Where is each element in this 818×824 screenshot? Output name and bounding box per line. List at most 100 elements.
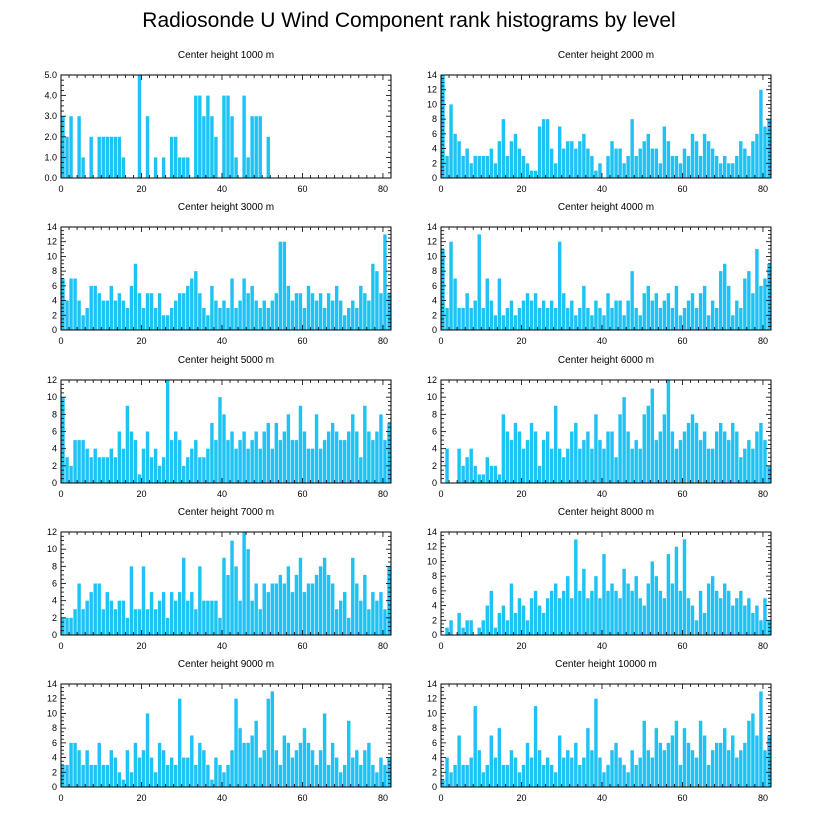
histogram-bar [182,465,186,483]
histogram-bar [165,764,170,787]
histogram-bar [206,448,210,483]
histogram-bar [735,598,739,635]
histogram-bar [622,315,626,330]
histogram-bar [694,141,699,178]
y-tick-label: 2 [432,767,437,777]
histogram-bar [678,764,683,787]
histogram-bar [210,779,214,787]
histogram-bar [97,583,101,635]
histogram-bar [529,422,534,483]
histogram-bar [266,136,270,178]
x-tick-label: 0 [438,184,443,194]
y-tick-label: 0 [432,173,437,183]
histogram-bar [101,457,105,483]
histogram-bar [202,116,206,178]
histogram-bar [145,713,150,787]
histogram-bar [453,133,457,178]
histogram-bar [254,116,258,178]
histogram-bar [375,271,379,330]
histogram-bar [141,448,146,483]
histogram-bar [334,431,339,483]
histogram-bar [545,119,550,178]
histogram-bar [190,735,194,787]
histogram-bar [710,300,715,330]
histogram-bar [117,293,122,330]
histogram-bar [286,742,291,787]
histogram-bar [566,141,570,178]
histogram-bar [646,133,650,178]
histogram-bar [727,750,731,787]
histogram-bar [678,163,683,178]
x-tick-label: 0 [438,489,443,499]
histogram-bar [650,300,654,330]
histogram-bar [666,380,671,483]
y-tick-label: 10 [427,251,437,261]
histogram-bar [698,440,703,483]
histogram-bar [570,598,574,635]
histogram-bar [638,315,642,330]
histogram-bar [642,720,646,787]
histogram-bar [469,163,473,178]
histogram-bar [371,440,375,483]
histogram-bar [662,598,667,635]
histogram-bar [129,431,134,483]
histogram-bar [714,155,719,178]
histogram-bar [505,431,510,483]
histogram-bar [457,307,461,330]
histogram-bar [654,440,659,483]
histogram-bar [157,742,162,787]
histogram-bar [322,557,327,635]
histogram-bar [298,557,303,635]
histogram-bar [117,600,122,635]
histogram-bar [457,735,461,787]
histogram-bar [270,448,274,483]
histogram-bar [173,431,178,483]
histogram-bar [501,605,506,635]
histogram-bar [710,148,715,178]
histogram-bar [694,422,699,483]
histogram-bar [214,440,218,483]
histogram-bar [379,592,383,635]
x-tick-label: 40 [597,184,607,194]
histogram-bar [198,95,202,178]
histogram-bar [610,750,614,787]
histogram-bar [735,757,739,787]
histogram-bar [755,735,759,787]
histogram-bar [101,136,105,178]
histogram-bar [310,583,315,635]
histogram-bar [182,757,186,787]
y-tick-label: 6 [52,281,57,291]
y-tick-label: 2 [432,461,437,471]
histogram-bar [618,414,622,483]
y-tick-label: 2.0 [44,132,57,142]
histogram-bar [517,431,522,483]
histogram-bar [747,440,751,483]
histogram-bar [582,285,586,330]
histogram-bar [638,757,642,787]
histogram-bar [218,307,222,330]
histogram-bar [634,155,638,178]
histogram-bar [69,278,73,330]
histogram-bar [145,116,150,178]
histogram-bar [533,590,538,635]
y-tick-label: 6 [432,738,437,748]
histogram-bar [371,592,375,635]
histogram-bar [214,136,218,178]
histogram-bar [367,609,371,635]
histogram-bar [706,315,711,330]
histogram-bar [274,293,279,330]
histogram-bar [113,457,118,483]
x-tick-label: 0 [58,793,63,803]
x-tick-label: 40 [597,793,607,803]
histogram-bar [714,590,719,635]
y-tick-label: 6 [432,129,437,139]
histogram-bar [509,583,514,635]
histogram-bar [266,422,270,483]
histogram-bar [326,764,331,787]
histogram-bar [654,148,659,178]
histogram-bar [590,750,594,787]
histogram-bar [694,620,699,635]
histogram-bar [326,431,331,483]
histogram-bar [343,764,347,787]
histogram-bar [355,583,359,635]
